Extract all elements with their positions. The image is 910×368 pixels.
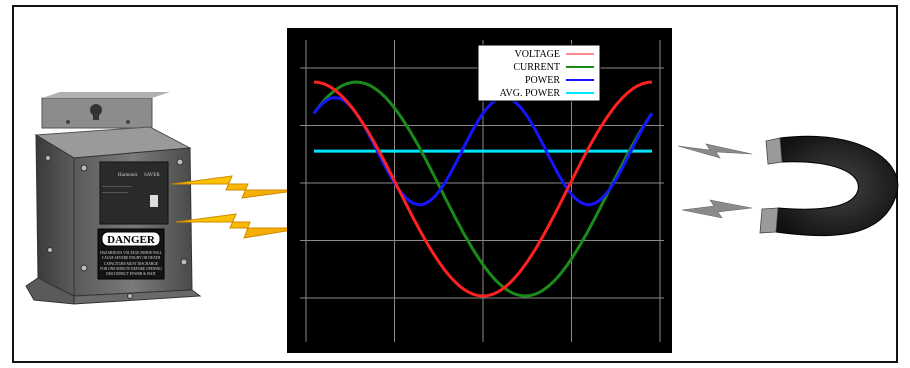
warning-line-4: FOR ONE MINUTE BEFORE OPENING <box>100 267 162 271</box>
chart-legend: VOLTAGE CURRENT POWER AVG. POWER <box>477 44 601 102</box>
warning-line-3: CAPACITORS MUST DISCHARGE <box>104 262 159 266</box>
warning-line-5: DISCONNECT POWER & WAIT <box>106 272 156 276</box>
legend-label-avg-power: AVG. POWER <box>500 88 561 99</box>
legend-label-current: CURRENT <box>513 62 560 73</box>
lightning-bolt-icon <box>681 199 753 219</box>
electrical-box-icon: Harmonic SAVER DANGER HAZARDOUS VOLTAGE … <box>25 92 202 305</box>
legend-label-power: POWER <box>525 75 560 86</box>
legend-label-voltage: VOLTAGE <box>515 49 561 60</box>
lightning-bolt-icon <box>175 213 305 239</box>
nameplate-line-1: Harmonic <box>118 173 139 178</box>
plot-curves <box>312 80 654 298</box>
nameplate-line-2: SAVER <box>144 173 160 178</box>
danger-label: DANGER <box>107 234 156 246</box>
warning-line-2: CAUSE SEVERE INJURY OR DEATH <box>102 256 161 260</box>
series-voltage-line <box>314 80 652 298</box>
lightning-bolt-icon <box>171 175 303 199</box>
lightning-bolt-icon <box>677 143 753 159</box>
warning-line-1: HAZARDOUS VOLTAGE INSIDE WILL <box>100 251 162 255</box>
series-current-line <box>312 80 654 298</box>
horseshoe-magnet-icon <box>759 135 899 237</box>
